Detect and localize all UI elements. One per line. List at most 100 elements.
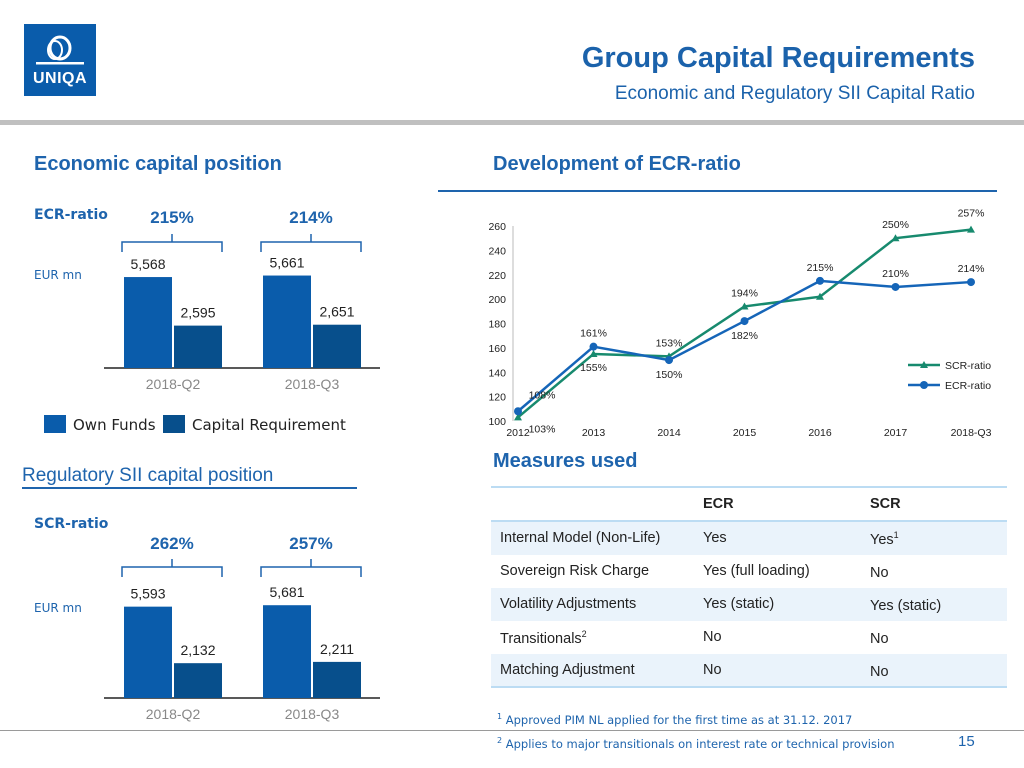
table-row: Transitionals2 No No [491,621,1007,654]
scr-ratio-label: SCR-ratio [34,516,109,532]
ratio-value: 214% [289,208,332,227]
measure-name: Volatility Adjustments [500,596,637,612]
ecr-value: No [703,662,722,678]
scr-point-marker [514,413,522,421]
y-tick-label: 160 [488,343,506,355]
x-tick-label: 2018-Q3 [951,427,992,439]
scr-value: No [870,630,889,647]
ecr-point-marker [891,282,900,291]
table-row: Volatility Adjustments Yes (static) Yes (s… [491,588,1007,621]
header-divider [0,120,1024,125]
x-tick-label: 2015 [733,427,757,439]
ratio-value: 262% [150,534,193,553]
ecr-ratio-label: ECR-ratio [34,207,108,223]
regulatory-bar-chart: 5,593 2,132 2018-Q2 262% 5,681 2,211 2018-Q3 25… [104,534,380,722]
y-tick-label: 100 [488,416,506,428]
ecr-point-marker [816,276,824,285]
table-row: Internal Model (Non-Life) Yes Yes1 [491,522,1007,555]
ecr-point-marker [967,278,975,287]
data-label: 257% [958,208,985,220]
data-label: 210% [882,268,909,280]
scr-point-marker [967,225,975,233]
x-tick-label: 2014 [657,427,681,439]
regulatory-underline [22,487,357,489]
series-line-ecr-ratio [517,279,972,413]
bar-value-label: 5,661 [269,255,304,271]
x-tick-label: 2016 [808,427,832,439]
measures-heading: Measures used [493,450,638,472]
legend-own-funds: Own Funds [73,416,156,434]
scr-value: No [870,663,889,680]
ecr-value: No [703,629,722,645]
page-number: 15 [958,733,975,750]
line-chart-heading: Development of ECR-ratio [493,153,741,175]
category-label: 2018-Q3 [285,706,340,722]
legend-swatch-own-funds [44,415,66,433]
economic-bar-chart: 5,568 2,595 2018-Q2 215% 5,661 2,651 2018-Q3 21… [104,208,380,392]
scr-value: Yes (static) [870,597,942,614]
legend-label: ECR-ratio [945,380,991,392]
bar-capital-requirement [313,661,361,698]
y-tick-label: 180 [488,319,506,331]
legend-marker [920,381,928,389]
ecr-point-marker [514,407,522,416]
line-heading-underline [438,190,997,192]
data-label: 108% [529,389,556,401]
data-label: 182% [731,330,758,342]
ecr-value: Yes (static) [703,596,775,612]
unit-label: EUR mn [34,268,82,282]
y-tick-label: 220 [488,270,506,282]
logo-text: UNIQA [32,70,88,87]
regulatory-heading: Regulatory SII capital position [22,465,274,486]
measure-name: Internal Model (Non-Life) [500,530,661,546]
ecr-ratio-line-chart: 100 120 140 160 180 200 220 240 260 2012 2013 2014 2… [488,208,992,439]
bar-capital-requirement [174,325,222,368]
bar-own-funds [263,605,311,698]
bar-own-funds [263,275,311,368]
unit-label: EUR mn [34,601,82,615]
measure-name: Transitionals2 [500,629,587,647]
legend-label: SCR-ratio [945,360,991,372]
scr-point-marker [816,292,824,300]
scr-value: No [870,564,889,581]
table-bottom-border [491,686,1007,688]
scr-point-marker [891,234,900,242]
table-row: Sovereign Risk Charge Yes (full loading) N… [491,555,1007,588]
data-label: 155% [580,362,607,374]
ratio-bracket [260,234,362,252]
y-tick-label: 240 [488,245,506,257]
footnote-1: 1 Approved PIM NL applied for the first … [497,712,853,727]
scr-point-marker [589,349,598,357]
table-row: Matching Adjustment No No [491,654,1007,687]
category-label: 2018-Q2 [146,376,201,392]
table-top-border [491,486,1007,488]
bar-value-label: 2,132 [180,642,215,658]
data-label: 161% [580,328,607,340]
footnote-2: 2 Applies to major transitionals on inte… [497,736,895,751]
bar-value-label: 5,593 [130,586,165,602]
bar-capital-requirement [313,324,361,368]
bar-value-label: 5,568 [130,256,165,272]
logo-mark-icon [36,35,84,65]
x-tick-label: 2017 [884,427,908,439]
ecr-value: Yes (full loading) [703,563,810,579]
y-tick-label: 120 [488,392,506,404]
ratio-bracket [260,559,362,577]
bar-capital-requirement [174,663,222,698]
table-header-row: ECR SCR [491,488,1007,521]
data-label: 214% [958,263,985,275]
data-label: 103% [529,423,556,435]
scr-point-marker [740,302,749,310]
data-label: 250% [882,219,909,231]
bar-value-label: 2,211 [320,641,354,657]
legend-marker [920,361,928,368]
uniqa-logo: UNIQA [24,24,96,96]
ratio-bracket [121,234,223,252]
page-subtitle: Economic and Regulatory SII Capital Rati… [614,83,975,104]
bar-value-label: 2,595 [180,305,215,321]
ecr-point-marker [665,356,673,365]
ecr-point-marker [740,317,749,326]
data-label: 153% [656,337,683,349]
bar-value-label: 2,651 [319,304,354,320]
x-tick-label: 2013 [582,427,606,439]
